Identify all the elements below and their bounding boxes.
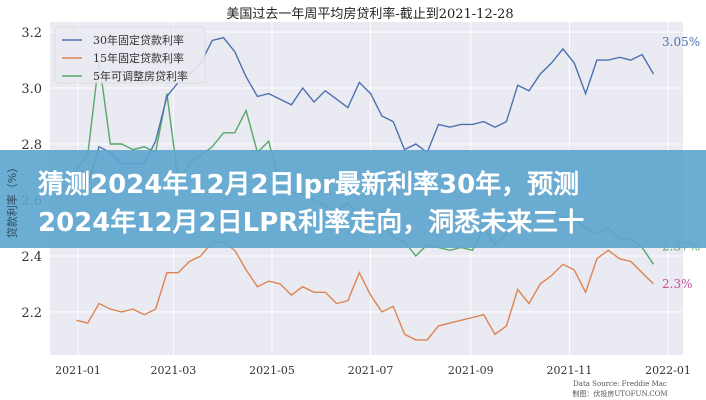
legend-label: 15年固定贷款利率 (93, 51, 184, 65)
headline-banner: 猜测2024年12月2日lpr最新利率30年，预测 2024年12月2日LPR利… (0, 150, 706, 248)
series-line-2 (76, 241, 654, 341)
headline-line-1: 猜测2024年12月2日lpr最新利率30年，预测 (38, 170, 580, 200)
end-value-label: 2.3% (662, 277, 693, 291)
x-tick-label: 2022-01 (645, 364, 691, 377)
x-tick-label: 2021-09 (448, 364, 494, 377)
legend-label: 5年可调整房贷利率 (93, 69, 188, 83)
x-tick-label: 2021-07 (348, 364, 394, 377)
legend: 30年固定贷款利率 15年固定贷款利率 5年可调整房贷利率 (54, 26, 206, 84)
end-value-label: 3.05% (662, 35, 700, 49)
x-tick-label: 2021-11 (547, 364, 593, 377)
legend-box (54, 26, 206, 84)
y-tick-label: 2.2 (21, 306, 42, 321)
x-tick-label: 2021-05 (249, 364, 295, 377)
chart-title: 美国过去一年周平均房贷利率-截止到2021-12-28 (226, 6, 513, 22)
legend-label: 30年固定贷款利率 (93, 33, 184, 47)
series-line-1 (76, 36, 655, 187)
headline-line-2: 2024年12月2日LPR利率走向，洞悉未来三十 (38, 208, 585, 238)
y-tick-label: 2.8 (21, 138, 42, 153)
y-tick-label: 3.2 (21, 26, 42, 41)
y-tick-label: 2.4 (21, 250, 42, 265)
x-tick-label: 2021-03 (151, 364, 197, 377)
x-tick-label: 2021-01 (55, 364, 101, 377)
chart-credit: 制图：伏投房UTOFUN.COM (572, 389, 667, 398)
y-tick-label: 3.0 (21, 82, 42, 97)
data-source: Data Source: Freddie Mac (573, 380, 667, 388)
